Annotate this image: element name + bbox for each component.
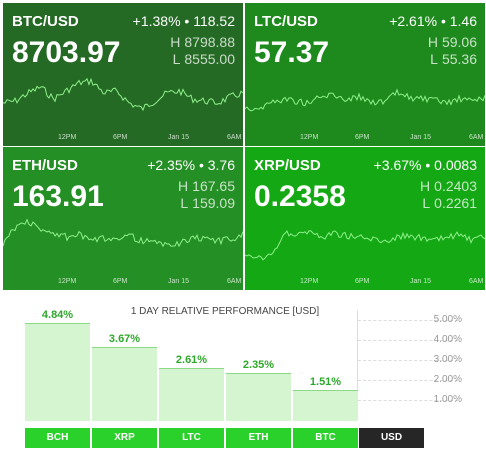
pair-label: BTC/USD <box>12 13 79 30</box>
x-label: Jan 15 <box>410 278 432 285</box>
high-value: H 59.06 <box>427 34 477 50</box>
sparkline-path <box>3 218 243 248</box>
pair-label: XRP/USD <box>254 157 321 174</box>
bar-value-label: 1.51% <box>309 375 342 388</box>
y-tick-label: 1.00% <box>433 394 462 405</box>
ticker-tile-eth[interactable]: ETH/USD +2.35% • 3.76 163.91 H 167.65 L 15… <box>3 147 243 290</box>
gridline <box>358 360 458 361</box>
sparkline <box>245 88 485 112</box>
gridline <box>358 340 458 341</box>
bar-value-label: 3.67% <box>108 332 141 345</box>
tab-bch[interactable]: BCH <box>25 428 90 448</box>
x-label: 12PM <box>300 134 319 141</box>
x-label: 12PM <box>300 278 319 285</box>
sparkline <box>3 77 243 112</box>
high-value: H 167.65 <box>178 178 235 194</box>
x-label: Jan 15 <box>168 134 190 141</box>
y-tick-label: 3.00% <box>433 354 462 365</box>
change-label: +3.67% • 0.0083 <box>373 157 477 173</box>
sparkline <box>3 218 243 248</box>
tab-currency-usd[interactable]: USD <box>359 428 424 448</box>
tab-ltc[interactable]: LTC <box>159 428 224 448</box>
high-value: H 8798.88 <box>170 34 235 50</box>
price-value: 0.2358 <box>254 180 346 213</box>
y-tick-label: 2.00% <box>433 374 462 385</box>
change-label: +2.61% • 1.46 <box>389 13 477 29</box>
chart-axis <box>357 310 359 420</box>
tab-xrp[interactable]: XRP <box>92 428 157 448</box>
tab-btc[interactable]: BTC <box>293 428 358 448</box>
x-label: 6AM <box>227 278 242 285</box>
bar-value-label: 2.35% <box>242 359 275 371</box>
sparkline-path <box>3 77 243 112</box>
x-label: 6AM <box>227 134 242 141</box>
ticker-tile-btc[interactable]: BTC/USD +1.38% • 118.52 8703.97 H 8798.88… <box>3 3 243 146</box>
bar-btc <box>293 389 358 421</box>
low-value: L 159.09 <box>180 195 235 211</box>
x-label: 6PM <box>355 134 370 141</box>
price-value: 8703.97 <box>12 36 121 69</box>
low-value: L 0.2261 <box>422 195 477 211</box>
x-label: 12PM <box>58 278 77 285</box>
price-value: 57.37 <box>254 36 330 69</box>
pair-label: LTC/USD <box>254 13 318 30</box>
tab-eth[interactable]: ETH <box>226 428 291 448</box>
ticker-tile-xrp[interactable]: XRP/USD +3.67% • 0.0083 0.2358 H 0.2403 L… <box>245 147 485 290</box>
change-label: +1.38% • 118.52 <box>132 13 235 29</box>
gridline <box>358 320 458 321</box>
low-value: L 55.36 <box>430 51 477 67</box>
x-label: 6PM <box>355 278 370 285</box>
x-label: 12PM <box>58 134 77 141</box>
x-label: 6AM <box>469 278 484 285</box>
price-value: 163.91 <box>12 180 104 213</box>
x-label: 6PM <box>113 134 128 141</box>
bar-bch <box>25 323 90 421</box>
low-value: L 8555.00 <box>172 51 235 67</box>
pair-label: ETH/USD <box>12 157 78 174</box>
x-label: 6PM <box>113 278 128 285</box>
x-label: 6AM <box>469 134 484 141</box>
bar-xrp <box>92 346 157 421</box>
sparkline <box>245 230 485 261</box>
bar-value-label: 2.61% <box>175 353 208 366</box>
ticker-tile-ltc[interactable]: LTC/USD +2.61% • 1.46 57.37 H 59.06 L 55.3… <box>245 3 485 146</box>
bar-value-label: 4.84% <box>41 309 74 322</box>
gridline <box>358 380 458 381</box>
chart-title: 1 DAY RELATIVE PERFORMANCE [USD] <box>130 306 320 317</box>
sparkline-path <box>245 88 485 112</box>
x-label: Jan 15 <box>168 278 190 285</box>
x-label: Jan 15 <box>410 134 432 141</box>
high-value: H 0.2403 <box>420 178 477 194</box>
change-label: +2.35% • 3.76 <box>147 157 235 173</box>
y-tick-label: 5.00% <box>433 314 462 325</box>
bar-eth <box>226 373 291 421</box>
sparkline-path <box>245 230 485 261</box>
bar-ltc <box>159 367 224 421</box>
gridline <box>358 400 458 401</box>
y-tick-label: 4.00% <box>433 334 462 345</box>
